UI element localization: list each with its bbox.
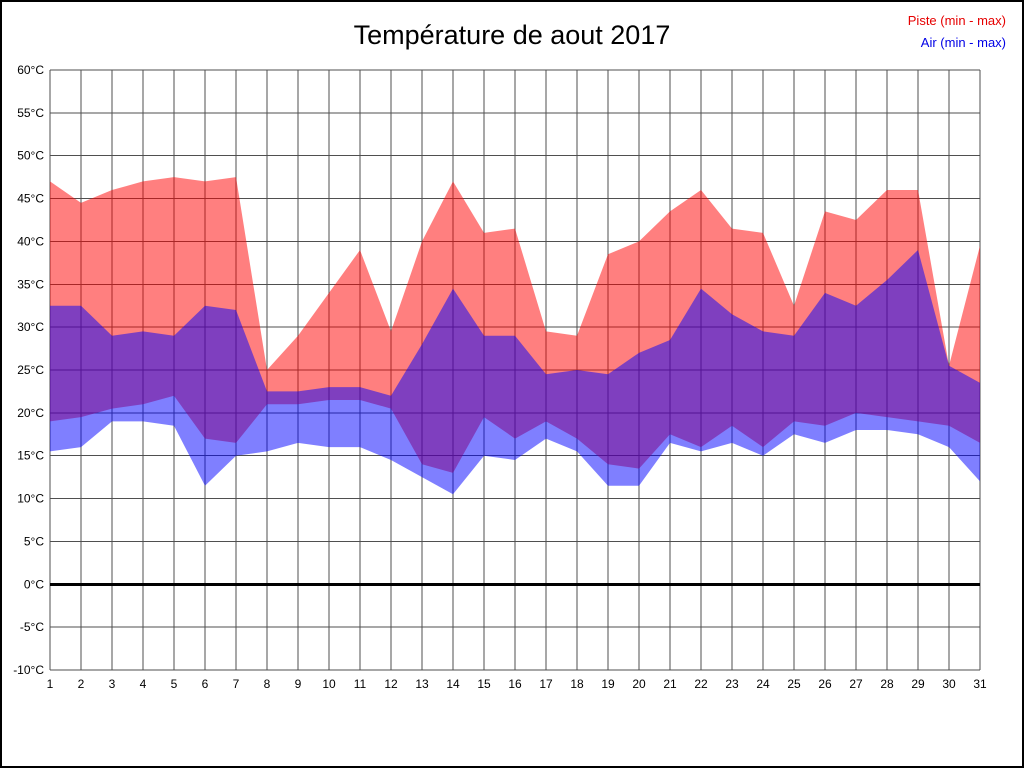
x-tick-label: 28	[880, 677, 894, 691]
x-tick-label: 14	[446, 677, 460, 691]
x-tick-label: 11	[354, 677, 367, 691]
x-tick-label: 16	[508, 677, 522, 691]
y-tick-label: 35°C	[17, 277, 44, 291]
x-tick-label: 12	[384, 677, 398, 691]
x-tick-label: 6	[202, 677, 209, 691]
legend-item-piste: Piste (min - max)	[907, 13, 1006, 28]
x-tick-label: 8	[264, 677, 271, 691]
x-tick-label: 15	[477, 677, 491, 691]
y-tick-label: 30°C	[17, 320, 44, 334]
y-tick-label: -10°C	[13, 663, 44, 677]
y-tick-label: 60°C	[17, 63, 44, 77]
y-tick-label: 50°C	[17, 149, 44, 163]
x-tick-label: 24	[756, 677, 770, 691]
x-tick-label: 23	[725, 677, 739, 691]
y-tick-label: 55°C	[17, 106, 44, 120]
x-tick-label: 21	[663, 677, 677, 691]
x-tick-label: 17	[539, 677, 553, 691]
legend: Piste (min - max) Air (min - max)	[908, 10, 1006, 54]
x-tick-label: 27	[849, 677, 863, 691]
x-tick-label: 7	[233, 677, 240, 691]
y-tick-label: -5°C	[20, 620, 44, 634]
y-tick-label: 25°C	[17, 363, 44, 377]
y-tick-label: 10°C	[17, 492, 44, 506]
x-tick-label: 22	[694, 677, 708, 691]
x-tick-label: 31	[973, 677, 987, 691]
y-tick-label: 40°C	[17, 234, 44, 248]
y-tick-label: 20°C	[17, 406, 44, 420]
x-tick-label: 19	[601, 677, 615, 691]
x-tick-label: 18	[570, 677, 584, 691]
x-tick-label: 9	[295, 677, 302, 691]
x-tick-label: 26	[818, 677, 832, 691]
y-tick-label: 45°C	[17, 192, 44, 206]
x-tick-label: 25	[787, 677, 801, 691]
x-tick-label: 5	[171, 677, 178, 691]
x-tick-label: 10	[322, 677, 336, 691]
x-tick-label: 20	[632, 677, 646, 691]
x-tick-label: 4	[140, 677, 147, 691]
x-tick-label: 13	[415, 677, 429, 691]
y-tick-label: 15°C	[17, 449, 44, 463]
legend-item-air: Air (min - max)	[920, 35, 1006, 50]
x-tick-label: 2	[78, 677, 85, 691]
x-tick-label: 30	[942, 677, 956, 691]
x-tick-label: 29	[911, 677, 925, 691]
x-tick-label: 3	[109, 677, 116, 691]
air-band	[50, 250, 980, 495]
chart-title: Température de aout 2017	[353, 20, 671, 50]
y-tick-label: 5°C	[24, 534, 44, 548]
y-tick-label: 0°C	[24, 577, 44, 591]
x-tick-label: 1	[47, 677, 54, 691]
